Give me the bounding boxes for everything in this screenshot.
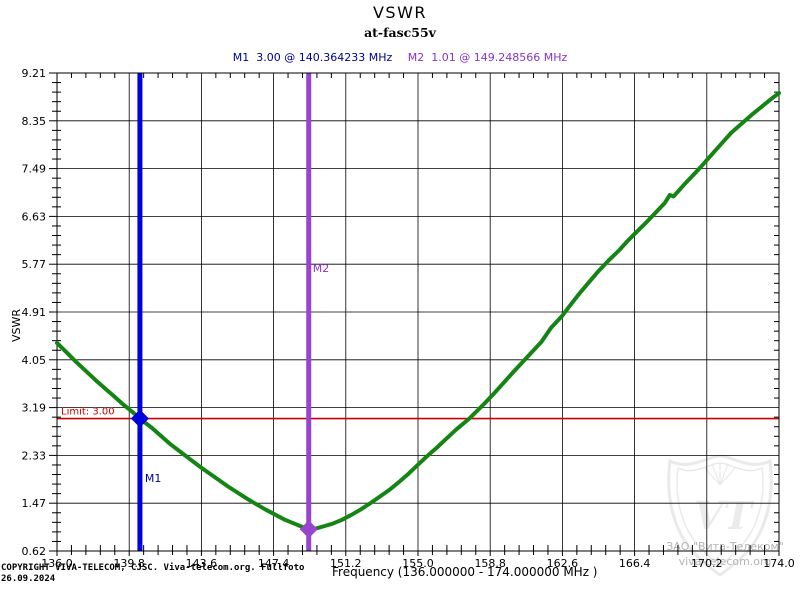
page-title: VSWR xyxy=(372,3,428,22)
x-tick-label: 136.0 xyxy=(41,557,73,570)
y-tick-label: 1.47 xyxy=(22,497,47,510)
watermark-site: viva-telecom.org xyxy=(678,555,772,568)
y-tick-label: 5.77 xyxy=(22,258,47,271)
watermark-company: ЗАО "Вита-Телеком" xyxy=(666,540,784,553)
m1-marker-diamond xyxy=(130,409,149,428)
marker1-readout: M1 3.00 @ 140.364233 MHz xyxy=(232,51,393,64)
y-tick-label: 4.91 xyxy=(22,306,47,319)
y-tick-label: 4.05 xyxy=(22,354,47,367)
x-tick-label: 174.0 xyxy=(763,557,795,570)
x-tick-label: 166.4 xyxy=(619,557,651,570)
x-tick-label: 143.6 xyxy=(186,557,218,570)
plot-border xyxy=(56,72,780,552)
x-tick-label: 158.8 xyxy=(474,557,506,570)
x-tick-label: 147.4 xyxy=(258,557,290,570)
y-tick-label: 6.63 xyxy=(22,210,47,223)
vswr-curve xyxy=(55,91,781,532)
m2-plot-label: M2 xyxy=(313,262,330,275)
antenna-model-subtitle: at-fasc55v xyxy=(364,25,436,40)
x-tick-label: 151.2 xyxy=(330,557,362,570)
x-tick-label: 139.8 xyxy=(113,557,145,570)
x-tick-label: 162.6 xyxy=(547,557,579,570)
report-date: 26.09.2024 xyxy=(1,574,56,584)
x-axis-title: Frequency (136.000000 - 174.000000 MHz ) xyxy=(332,565,598,579)
svg-text:VT: VT xyxy=(694,493,754,538)
vt-shield-logo-icon: VT xyxy=(667,454,773,577)
copyright-line: COPYRIGHT VIVA-TELECOM, CJSC. Viva-telec… xyxy=(1,563,305,573)
y-tick-label: 8.35 xyxy=(22,115,47,128)
m1-plot-label: M1 xyxy=(145,472,162,485)
y-tick-label: 2.33 xyxy=(22,449,47,462)
y-tick-label: 7.49 xyxy=(22,163,47,176)
y-tick-label: 9.21 xyxy=(22,67,47,80)
m2-marker-diamond xyxy=(299,520,318,539)
x-tick-label: 170.2 xyxy=(691,557,723,570)
marker2-readout: M2 1.01 @ 149.248566 MHz xyxy=(407,51,568,64)
limit-label: Limit: 3.00 xyxy=(61,407,115,418)
marker-readout: M1 3.00 @ 140.364233 MHz M2 1.01 @ 149.2… xyxy=(0,51,800,64)
y-tick-label: 0.62 xyxy=(22,545,47,558)
y-tick-label: 3.19 xyxy=(22,402,47,415)
x-tick-label: 155.0 xyxy=(402,557,434,570)
